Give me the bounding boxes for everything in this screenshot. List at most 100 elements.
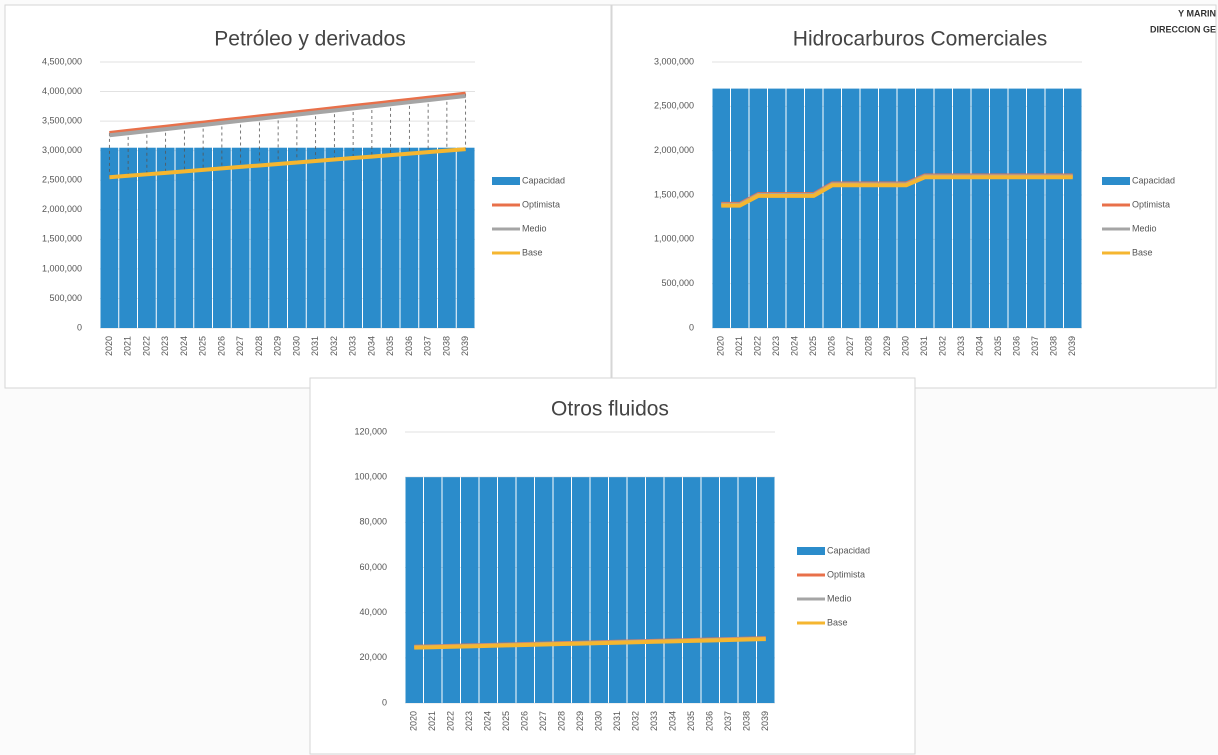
chart-title: Hidrocarburos Comerciales	[793, 28, 1047, 51]
bar	[897, 88, 915, 328]
bar	[768, 88, 786, 328]
x-tick-label: 2037	[1030, 336, 1040, 356]
x-tick-label: 2033	[649, 711, 659, 731]
line-series	[109, 91, 466, 135]
y-tick-label: 2,500,000	[42, 175, 82, 185]
y-tick-label: 20,000	[359, 652, 387, 662]
x-tick-label: 2033	[956, 336, 966, 356]
stamp-text: Y MARIN	[1178, 8, 1216, 18]
line-series	[109, 147, 466, 180]
chart-title: Petróleo y derivados	[214, 28, 405, 51]
bar	[424, 477, 442, 703]
bar	[456, 147, 475, 328]
bar	[701, 477, 719, 703]
x-tick-label: 2024	[790, 336, 800, 356]
y-tick-label: 2,000,000	[654, 145, 694, 155]
x-tick-label: 2022	[753, 336, 763, 356]
bar	[325, 147, 344, 328]
x-tick-label: 2036	[705, 711, 715, 731]
bar	[400, 147, 419, 328]
bar	[720, 477, 738, 703]
y-tick-label: 0	[382, 697, 387, 707]
x-tick-label: 2032	[329, 336, 339, 356]
bar	[535, 477, 553, 703]
y-tick-label: 4,000,000	[42, 86, 82, 96]
y-tick-label: 2,500,000	[654, 101, 694, 111]
bar	[250, 147, 269, 328]
bar	[344, 147, 362, 328]
y-tick-label: 80,000	[359, 517, 387, 527]
x-tick-label: 2027	[235, 336, 245, 356]
bar	[953, 88, 971, 328]
x-tick-label: 2029	[273, 336, 283, 356]
y-tick-label: 3,000,000	[42, 145, 82, 155]
x-tick-label: 2035	[385, 336, 395, 356]
x-tick-label: 2021	[734, 336, 744, 356]
x-tick-label: 2028	[557, 711, 567, 731]
bar	[823, 88, 841, 328]
bar	[712, 88, 730, 328]
bar	[405, 477, 423, 703]
x-tick-label: 2038	[742, 711, 752, 731]
y-tick-label: 500,000	[661, 278, 694, 288]
x-tick-label: 2039	[1067, 336, 1077, 356]
legend-label: Optimista	[522, 199, 560, 209]
chart-title: Otros fluidos	[551, 398, 669, 421]
bar	[842, 88, 860, 328]
x-tick-label: 2029	[882, 336, 892, 356]
x-tick-label: 2028	[864, 336, 874, 356]
legend-label: Base	[1132, 247, 1153, 257]
x-tick-label: 2025	[501, 711, 511, 731]
x-tick-label: 2023	[464, 711, 474, 731]
bar	[461, 477, 479, 703]
x-tick-label: 2020	[409, 711, 419, 731]
bar	[860, 88, 878, 328]
x-tick-label: 2027	[845, 336, 855, 356]
bar	[381, 147, 400, 328]
x-tick-label: 2024	[483, 711, 493, 731]
bar	[479, 477, 497, 703]
x-tick-label: 2031	[612, 711, 622, 731]
x-tick-label: 2022	[141, 336, 151, 356]
bar	[269, 147, 287, 328]
legend-swatch	[797, 547, 825, 555]
y-tick-label: 3,500,000	[42, 115, 82, 125]
bar	[934, 88, 952, 328]
bar	[194, 147, 212, 328]
y-tick-label: 40,000	[359, 607, 387, 617]
x-tick-label: 2021	[427, 711, 437, 731]
bar	[1027, 88, 1045, 328]
x-tick-label: 2023	[771, 336, 781, 356]
bar	[516, 477, 534, 703]
bar	[590, 477, 608, 703]
bar	[879, 88, 897, 328]
x-tick-label: 2034	[668, 711, 678, 731]
x-tick-label: 2032	[631, 711, 641, 731]
bar	[1064, 88, 1082, 328]
bar	[916, 88, 934, 328]
bar	[498, 477, 516, 703]
legend-swatch	[492, 177, 520, 185]
bar	[757, 477, 775, 703]
bar	[646, 477, 664, 703]
legend-swatch	[1102, 177, 1130, 185]
legend-label: Optimista	[827, 569, 865, 579]
legend-label: Capacidad	[827, 545, 870, 555]
y-tick-label: 1,500,000	[654, 189, 694, 199]
legend-label: Medio	[827, 593, 852, 603]
bar	[553, 477, 571, 703]
x-tick-label: 2020	[104, 336, 114, 356]
bar	[627, 477, 645, 703]
bar	[1008, 88, 1026, 328]
line-series	[109, 94, 466, 138]
x-tick-label: 2034	[366, 336, 376, 356]
y-tick-label: 1,000,000	[42, 263, 82, 273]
bar	[306, 147, 325, 328]
bar	[419, 147, 437, 328]
x-tick-label: 2026	[216, 336, 226, 356]
x-tick-label: 2034	[975, 336, 985, 356]
bar	[438, 147, 456, 328]
bar	[664, 477, 682, 703]
bar	[990, 88, 1008, 328]
